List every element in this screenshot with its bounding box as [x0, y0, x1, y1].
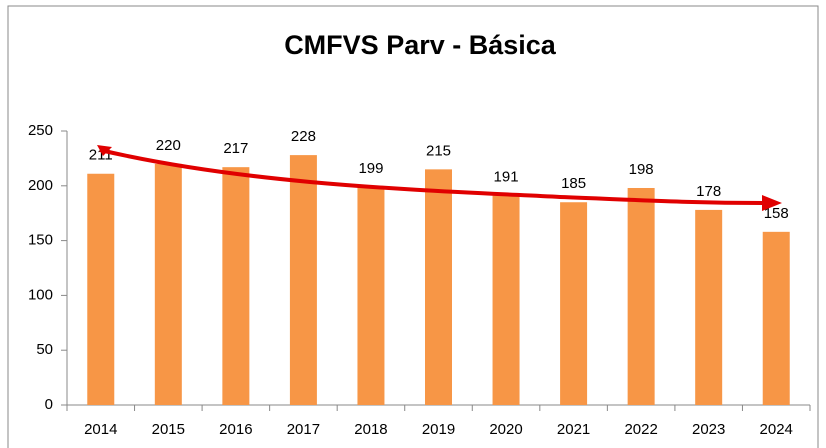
x-tick-label: 2018 — [354, 421, 387, 438]
bar — [357, 186, 385, 405]
bar — [627, 187, 655, 405]
x-tick-label: 2016 — [219, 421, 252, 438]
y-tick-label: 0 — [45, 396, 53, 413]
y-tick-label: 100 — [28, 286, 53, 303]
data-label: 217 — [223, 140, 248, 157]
trend-line — [99, 148, 766, 205]
y-tick-label: 150 — [28, 232, 53, 249]
data-label: 185 — [561, 175, 586, 192]
data-label: 191 — [494, 169, 519, 186]
bar — [154, 163, 182, 405]
x-tick-label: 2014 — [84, 421, 117, 438]
y-tick-label: 250 — [28, 122, 53, 139]
x-tick-label: 2023 — [692, 421, 725, 438]
bar — [289, 155, 317, 405]
data-label: 228 — [291, 128, 316, 145]
data-label: 198 — [629, 161, 654, 178]
x-tick-label: 2021 — [557, 421, 590, 438]
bar — [222, 167, 250, 405]
trend-arrowhead — [762, 195, 782, 211]
data-label: 215 — [426, 142, 451, 159]
x-tick-label: 2015 — [152, 421, 185, 438]
chart-frame — [7, 5, 819, 448]
y-tick-label: 200 — [28, 177, 53, 194]
x-tick-label: 2020 — [489, 421, 522, 438]
bar — [492, 195, 520, 405]
chart-title: CMFVS Parv - Básica — [284, 30, 557, 60]
x-tick-label: 2022 — [624, 421, 657, 438]
bar — [762, 231, 790, 405]
y-tick-label: 50 — [36, 341, 53, 358]
data-label: 220 — [156, 137, 181, 154]
x-tick-label: 2019 — [422, 421, 455, 438]
trend-arrowtail — [97, 145, 112, 156]
bar — [695, 209, 723, 405]
bar — [425, 169, 452, 405]
x-tick-label: 2024 — [760, 421, 793, 438]
data-label: 158 — [764, 205, 789, 222]
bar — [87, 173, 115, 405]
data-label: 199 — [358, 160, 383, 177]
x-tick-label: 2017 — [287, 421, 320, 438]
data-label: 178 — [696, 183, 721, 200]
bar — [560, 202, 588, 405]
